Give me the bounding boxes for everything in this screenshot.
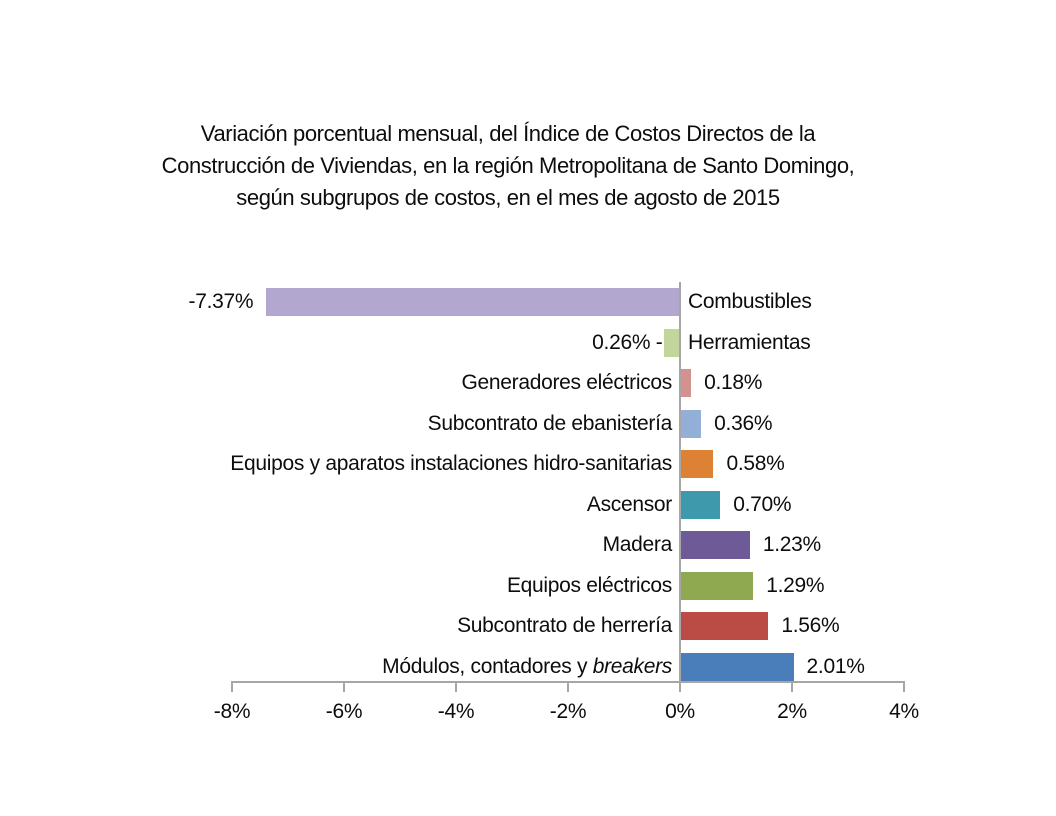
value-label: 0.58% xyxy=(726,452,785,475)
bar xyxy=(681,409,702,438)
value-label: 0.36% xyxy=(714,411,773,435)
category-label: Madera xyxy=(602,533,673,556)
bar xyxy=(681,369,692,397)
category-label: Subcontrato de ebanistería xyxy=(427,411,673,435)
chart-title: Variación porcentual mensual, del Índice… xyxy=(0,118,1016,214)
value-label: 1.23% xyxy=(762,533,821,556)
x-axis-tick xyxy=(343,683,345,692)
x-axis-tick xyxy=(455,683,457,692)
x-axis-tick-label: 4% xyxy=(889,700,919,723)
x-axis-tick-label: -2% xyxy=(549,700,587,723)
category-label: Combustibles xyxy=(688,290,812,313)
value-label: 0.70% xyxy=(733,492,792,516)
bar xyxy=(681,652,794,681)
chart-title-line-2: Construcción de Viviendas, en la región … xyxy=(161,153,855,178)
bar xyxy=(681,531,750,559)
x-axis-line xyxy=(231,681,905,683)
category-label: Ascensor xyxy=(586,492,672,516)
category-label: Equipos eléctricos xyxy=(506,573,672,597)
chart-title-line-3: según subgrupos de costos, en el mes de … xyxy=(236,185,780,210)
category-label: Módulos, contadores y breakers xyxy=(382,654,673,678)
x-axis-tick-label: 2% xyxy=(777,700,807,723)
x-axis-tick xyxy=(567,683,569,692)
bar xyxy=(681,490,721,519)
x-axis-tick xyxy=(903,683,905,692)
value-label: 0.26% - xyxy=(592,330,663,354)
category-label: Generadores eléctricos xyxy=(461,371,672,394)
category-label: Equipos y aparatos instalaciones hidro-s… xyxy=(230,452,672,475)
category-label: Subcontrato de herrería xyxy=(457,614,672,637)
value-label: 1.56% xyxy=(781,614,840,637)
chart-title-line-1: Variación porcentual mensual, del Índice… xyxy=(200,121,816,146)
bar xyxy=(266,288,679,316)
category-label-italic: breakers xyxy=(592,654,673,678)
value-label: -7.37% xyxy=(188,290,254,313)
x-axis-tick-label: -8% xyxy=(213,700,251,723)
value-label: 2.01% xyxy=(806,654,865,678)
x-axis-tick xyxy=(231,683,233,692)
bar xyxy=(681,612,769,640)
y-axis-line xyxy=(679,282,681,691)
bar xyxy=(681,571,754,600)
bar xyxy=(681,450,714,478)
x-axis-tick-label: 0% xyxy=(665,700,695,723)
x-axis-tick xyxy=(679,683,681,692)
value-label: 1.29% xyxy=(766,573,825,597)
value-label: 0.18% xyxy=(704,371,763,394)
x-axis-tick xyxy=(791,683,793,692)
bar xyxy=(664,328,679,357)
x-axis-tick-label: -4% xyxy=(437,700,475,723)
category-label: Herramientas xyxy=(688,330,811,354)
x-axis-tick-label: -6% xyxy=(325,700,363,723)
